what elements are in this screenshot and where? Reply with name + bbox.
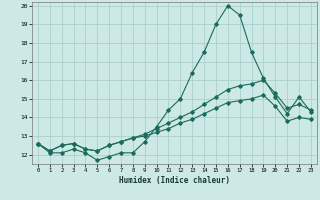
X-axis label: Humidex (Indice chaleur): Humidex (Indice chaleur) — [119, 176, 230, 185]
